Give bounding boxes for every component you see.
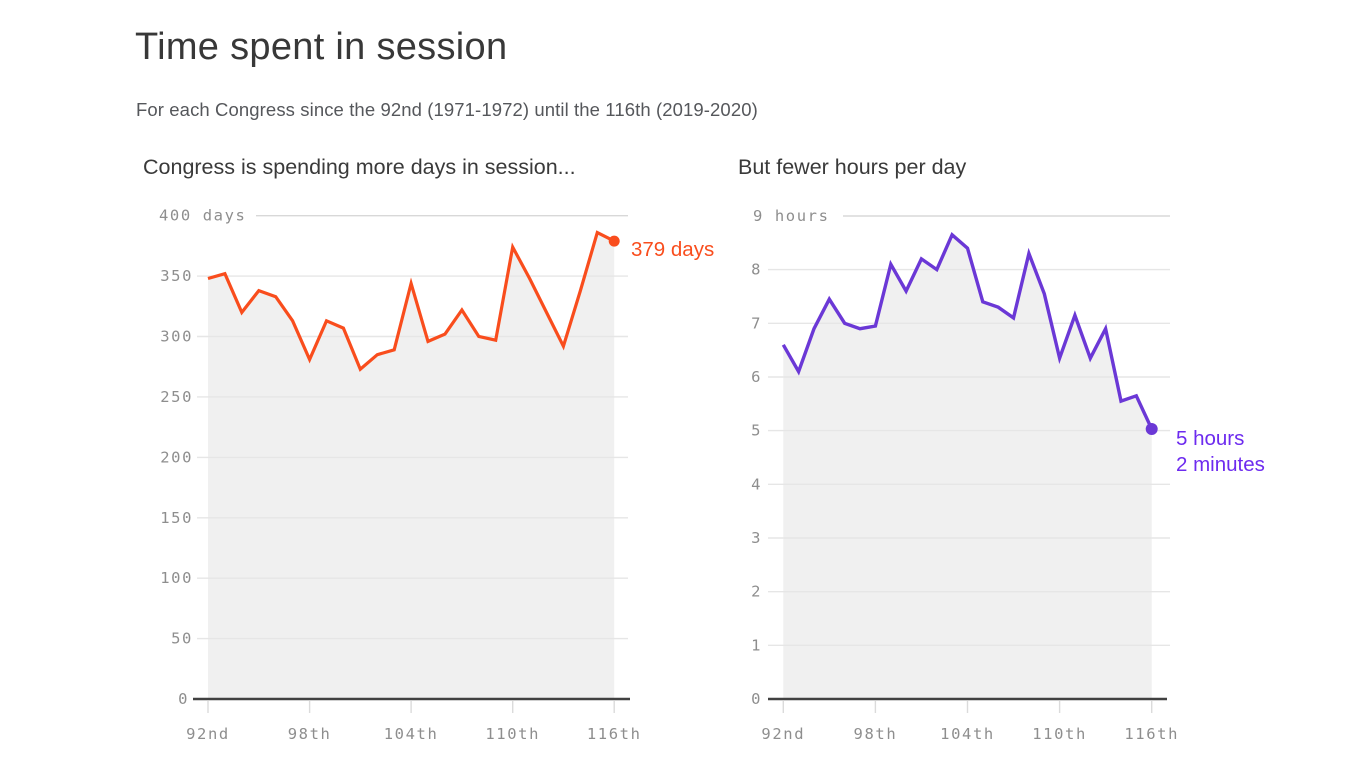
y-tick-label: 7 <box>751 314 762 332</box>
page-title: Time spent in session <box>135 26 508 68</box>
y-tick-label: 8 <box>751 261 762 279</box>
area-fill <box>208 232 615 699</box>
y-tick-label: 100 <box>160 569 193 587</box>
hours-end-annotation: 5 hours 2 minutes <box>1176 426 1265 478</box>
y-tick-label: 300 <box>160 328 193 346</box>
y-tick-label: 6 <box>751 368 762 386</box>
days-end-annotation: 379 days <box>631 238 715 261</box>
end-point-dot <box>608 235 620 247</box>
x-tick-label: 116th <box>1124 725 1179 743</box>
x-tick-label: 98th <box>288 725 332 743</box>
x-tick-label: 104th <box>940 725 995 743</box>
y-tick-label: 350 <box>160 267 193 285</box>
days-chart-title: Congress is spending more days in sessio… <box>143 155 576 179</box>
y-tick-label: 200 <box>160 448 193 466</box>
x-tick-label: 110th <box>485 725 540 743</box>
y-tick-label: 3 <box>751 529 762 547</box>
series-line <box>781 232 1154 430</box>
page-subtitle: For each Congress since the 92nd (1971-1… <box>136 99 758 120</box>
y-tick-label: 0 <box>178 690 189 708</box>
x-tick-label: 98th <box>854 725 898 743</box>
x-tick-label: 92nd <box>186 725 230 743</box>
area-fill <box>783 234 1152 700</box>
days-chart: 0 50 100 150 200 250 300 350 400 days 92nd 98th 104… <box>159 207 642 743</box>
y-tick-label: 5 <box>751 422 762 440</box>
x-tick-label: 92nd <box>761 725 805 743</box>
y-tick-label: 0 <box>751 690 762 708</box>
y-tick-label: 4 <box>751 475 762 493</box>
y-axis-unit-label: 400 days <box>159 207 246 225</box>
hours-chart-title: But fewer hours per day <box>738 155 967 179</box>
hours-annotation-line1: 5 hours <box>1176 427 1245 450</box>
y-tick-label: 150 <box>160 509 193 527</box>
x-tick-label: 104th <box>384 725 439 743</box>
y-tick-label: 250 <box>160 388 193 406</box>
series-line <box>207 230 615 372</box>
end-point-dot <box>1145 423 1158 435</box>
x-tick-label: 110th <box>1032 725 1087 743</box>
y-tick-label: 2 <box>751 583 762 601</box>
hours-chart: 0 1 2 3 4 5 6 7 8 9 hours 92nd 98th 104th 110th 116th <box>751 207 1179 743</box>
y-tick-label: 1 <box>751 636 762 654</box>
y-axis-unit-label: 9 hours <box>753 207 830 225</box>
x-tick-label: 116th <box>587 725 642 743</box>
hours-annotation-line2: 2 minutes <box>1176 453 1265 476</box>
y-tick-label: 50 <box>171 630 193 648</box>
